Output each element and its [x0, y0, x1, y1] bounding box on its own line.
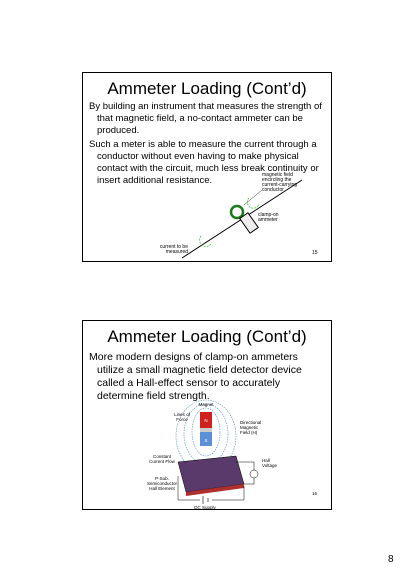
- field-arc: [199, 235, 212, 247]
- label: ammeter: [258, 217, 278, 223]
- field-arc: [246, 197, 260, 209]
- field-line: [175, 399, 237, 473]
- label: Magnet: [198, 402, 214, 407]
- label: current-carrying: [262, 182, 297, 188]
- label: clamp-on: [258, 212, 279, 218]
- label: Force: [176, 417, 188, 422]
- label: Current Flow: [149, 459, 176, 464]
- label: Lines of: [174, 412, 191, 417]
- magnet-middle: [200, 428, 212, 432]
- bullet: Such a meter is able to measure the curr…: [89, 139, 319, 186]
- slide: Ammeter Loading (Cont’d) More modern des…: [82, 320, 332, 510]
- wire: [236, 461, 255, 485]
- page-number: 8: [388, 554, 394, 565]
- voltmeter: [249, 469, 259, 479]
- label: encircling the: [262, 177, 292, 183]
- label: Magnetic: [240, 425, 259, 430]
- slide: Ammeter Loading (Cont’d) By building an …: [82, 72, 332, 262]
- magnet-north: [200, 412, 212, 428]
- wire: [177, 476, 245, 501]
- label: measured: [166, 249, 188, 255]
- leader: [243, 189, 263, 206]
- slide-body: By building an instrument that measures …: [89, 101, 325, 189]
- slide-number: 15: [312, 250, 318, 256]
- field-line: [191, 407, 221, 457]
- label: current to be: [160, 244, 188, 250]
- bullet: More modern designs of clamp-on ammeters…: [89, 351, 302, 402]
- label: Hall: [262, 458, 270, 463]
- slide-number: 16: [312, 491, 318, 496]
- label: Hall Element: [149, 486, 175, 491]
- ammeter-body: [239, 212, 259, 234]
- hall-diagram: Magnet N S Lines of Force Directional Ma…: [147, 399, 318, 510]
- bullet: By building an instrument that measures …: [89, 101, 322, 136]
- slide-body: More modern designs of clamp-on ammeters…: [89, 351, 325, 405]
- label: S: [204, 438, 207, 443]
- label: conductor: [262, 187, 284, 193]
- substrate: [186, 484, 244, 496]
- label: Constant: [153, 454, 172, 459]
- label: DC Supply: [194, 505, 216, 510]
- label: Field (H): [240, 430, 258, 435]
- clamp-ring: [229, 204, 245, 220]
- label: magnetic field: [262, 172, 293, 178]
- label: Voltage: [262, 463, 278, 468]
- clamp-diagram: magnetic field encircling the current-ca…: [160, 172, 318, 259]
- label: P-Sub.: [155, 476, 169, 481]
- label: N: [204, 418, 207, 423]
- label: Directional: [240, 420, 261, 425]
- magnet-south: [200, 432, 212, 446]
- slide-title: Ammeter Loading (Cont’d): [107, 79, 307, 98]
- slide-title: Ammeter Loading (Cont’d): [107, 327, 307, 346]
- label: Semiconductor: [147, 481, 178, 486]
